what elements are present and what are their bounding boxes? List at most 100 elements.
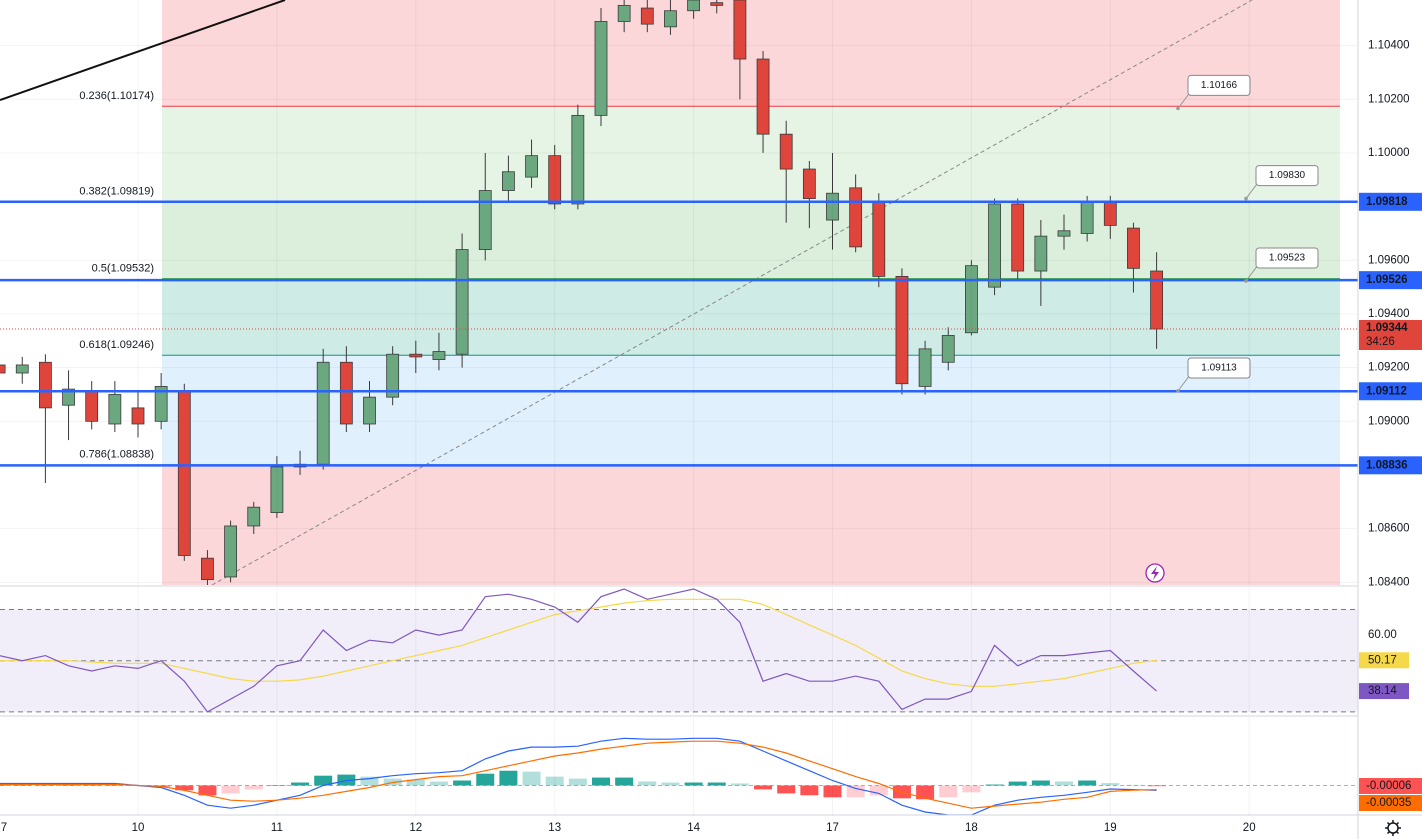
macd-histogram-bar: [869, 785, 888, 796]
callout-box: [1187, 74, 1251, 96]
macd-histogram-bar: [638, 781, 657, 786]
macd-histogram-bar: [730, 783, 749, 786]
macd-panel: [0, 737, 1358, 815]
candle-body: [710, 2, 724, 6]
macd-badge-label: -0.00006: [1366, 780, 1411, 792]
macd-line: [0, 737, 1157, 815]
macd-histogram-bar: [777, 785, 796, 794]
callout-connector: [1245, 182, 1259, 199]
fib-label: 0.236(1.10174): [79, 90, 154, 102]
x-tick-label: 19: [1104, 822, 1117, 834]
macd-histogram-bar: [314, 775, 333, 786]
candle-body: [177, 391, 191, 556]
macd-histogram-bar: [754, 785, 773, 790]
candle-body: [15, 364, 29, 374]
price-badge: [1359, 271, 1422, 290]
candle-body: [62, 388, 75, 406]
lightning-icon[interactable]: [1145, 563, 1165, 583]
fib-zone: [162, 106, 1340, 202]
callout-anchor: [1244, 279, 1248, 283]
y-tick-label: 1.09000: [1368, 415, 1410, 427]
candle-body: [640, 7, 654, 25]
macd-histogram-bar: [175, 785, 194, 791]
x-tick-label: 18: [965, 822, 978, 834]
fib-label: 0.382(1.09819): [79, 185, 154, 197]
candle-body: [501, 171, 515, 191]
macd-histogram-bar: [939, 785, 958, 798]
callout-anchor: [1176, 389, 1180, 393]
y-tick-label: 1.10400: [1368, 40, 1410, 52]
macd-histogram-bar: [684, 782, 703, 786]
fib-zone: [162, 278, 1340, 356]
y-tick-label: 1.09400: [1368, 308, 1410, 320]
callout-label: 1.09113: [1201, 363, 1237, 374]
candle-body: [548, 155, 562, 205]
macd-histogram-bar: [962, 785, 981, 793]
macd-histogram-bar: [545, 776, 564, 786]
x-tick-label: 12: [409, 822, 422, 834]
candle-body: [201, 557, 214, 581]
candle-body: [756, 58, 770, 135]
rsi-badge-label: 50.17: [1368, 654, 1397, 666]
candle-body: [39, 361, 52, 409]
price-badge-label: 1.08836: [1366, 459, 1408, 471]
macd-badge-label: -0.00035: [1366, 797, 1411, 809]
fib-label: 0.786(1.08838): [79, 449, 154, 461]
callout-label: 1.10166: [1201, 80, 1238, 91]
macd-badge: [1359, 795, 1422, 811]
candle-body: [1150, 270, 1163, 330]
fib-label: 0.618(1.09246): [79, 339, 154, 351]
candle-body: [733, 0, 747, 60]
macd-histogram-bar: [615, 777, 634, 786]
candle-body: [525, 155, 538, 178]
countdown: 34:26: [1366, 336, 1395, 348]
candle-body: [386, 353, 400, 398]
macd-histogram-bar: [707, 782, 726, 786]
rsi-badge: [1359, 652, 1409, 669]
price-badge: [1359, 192, 1422, 211]
macd-histogram-bar: [406, 779, 425, 786]
candle-body: [918, 348, 932, 387]
y-tick-label: 1.08400: [1368, 576, 1410, 588]
candle-body: [849, 187, 863, 248]
candle-body: [131, 407, 145, 425]
settings-icon[interactable]: [1385, 820, 1401, 836]
last-price-label: 1.09344: [1366, 322, 1408, 334]
last-price-badge: [1359, 319, 1422, 350]
macd-histogram-bar: [291, 782, 310, 786]
candle-body: [988, 203, 1001, 288]
rsi-line: [0, 588, 1157, 713]
candle-body: [1011, 203, 1025, 272]
candle-body: [85, 391, 99, 422]
rsi-badge-label: 38.14: [1368, 685, 1397, 697]
trend-line: [0, 0, 286, 101]
macd-histogram-bar: [592, 777, 610, 786]
candle-body: [1080, 200, 1094, 234]
y-tick-label: 1.09600: [1368, 254, 1410, 266]
candle-body: [247, 506, 261, 527]
price-panel: 0.236(1.10174) 0.382(1.09819) 0.5(1.09532)…: [0, 0, 1358, 585]
rsi-tick-label: 60.00: [1368, 629, 1397, 641]
x-tick-label: 11: [271, 822, 283, 834]
macd-histogram-bar: [453, 780, 472, 786]
x-tick-label: 14: [687, 822, 700, 834]
callout-connector: [1177, 92, 1191, 109]
callout-label: 1.09523: [1269, 253, 1306, 264]
candle-body: [895, 275, 909, 385]
price-badge-label: 1.09112: [1366, 385, 1407, 397]
macd-histogram-bar: [1124, 784, 1143, 786]
candle-body: [432, 351, 446, 360]
callout-connector: [1177, 374, 1191, 392]
candle-body: [455, 249, 469, 355]
candle-body: [478, 190, 492, 250]
macd-histogram-bar: [661, 782, 680, 786]
y-tick-label: 1.08600: [1368, 523, 1410, 535]
candle-body: [594, 21, 608, 116]
price-badge-label: 1.09818: [1366, 196, 1408, 208]
candle-body: [270, 466, 284, 513]
macd-histogram-bar: [823, 785, 842, 798]
candle-body: [363, 396, 376, 425]
